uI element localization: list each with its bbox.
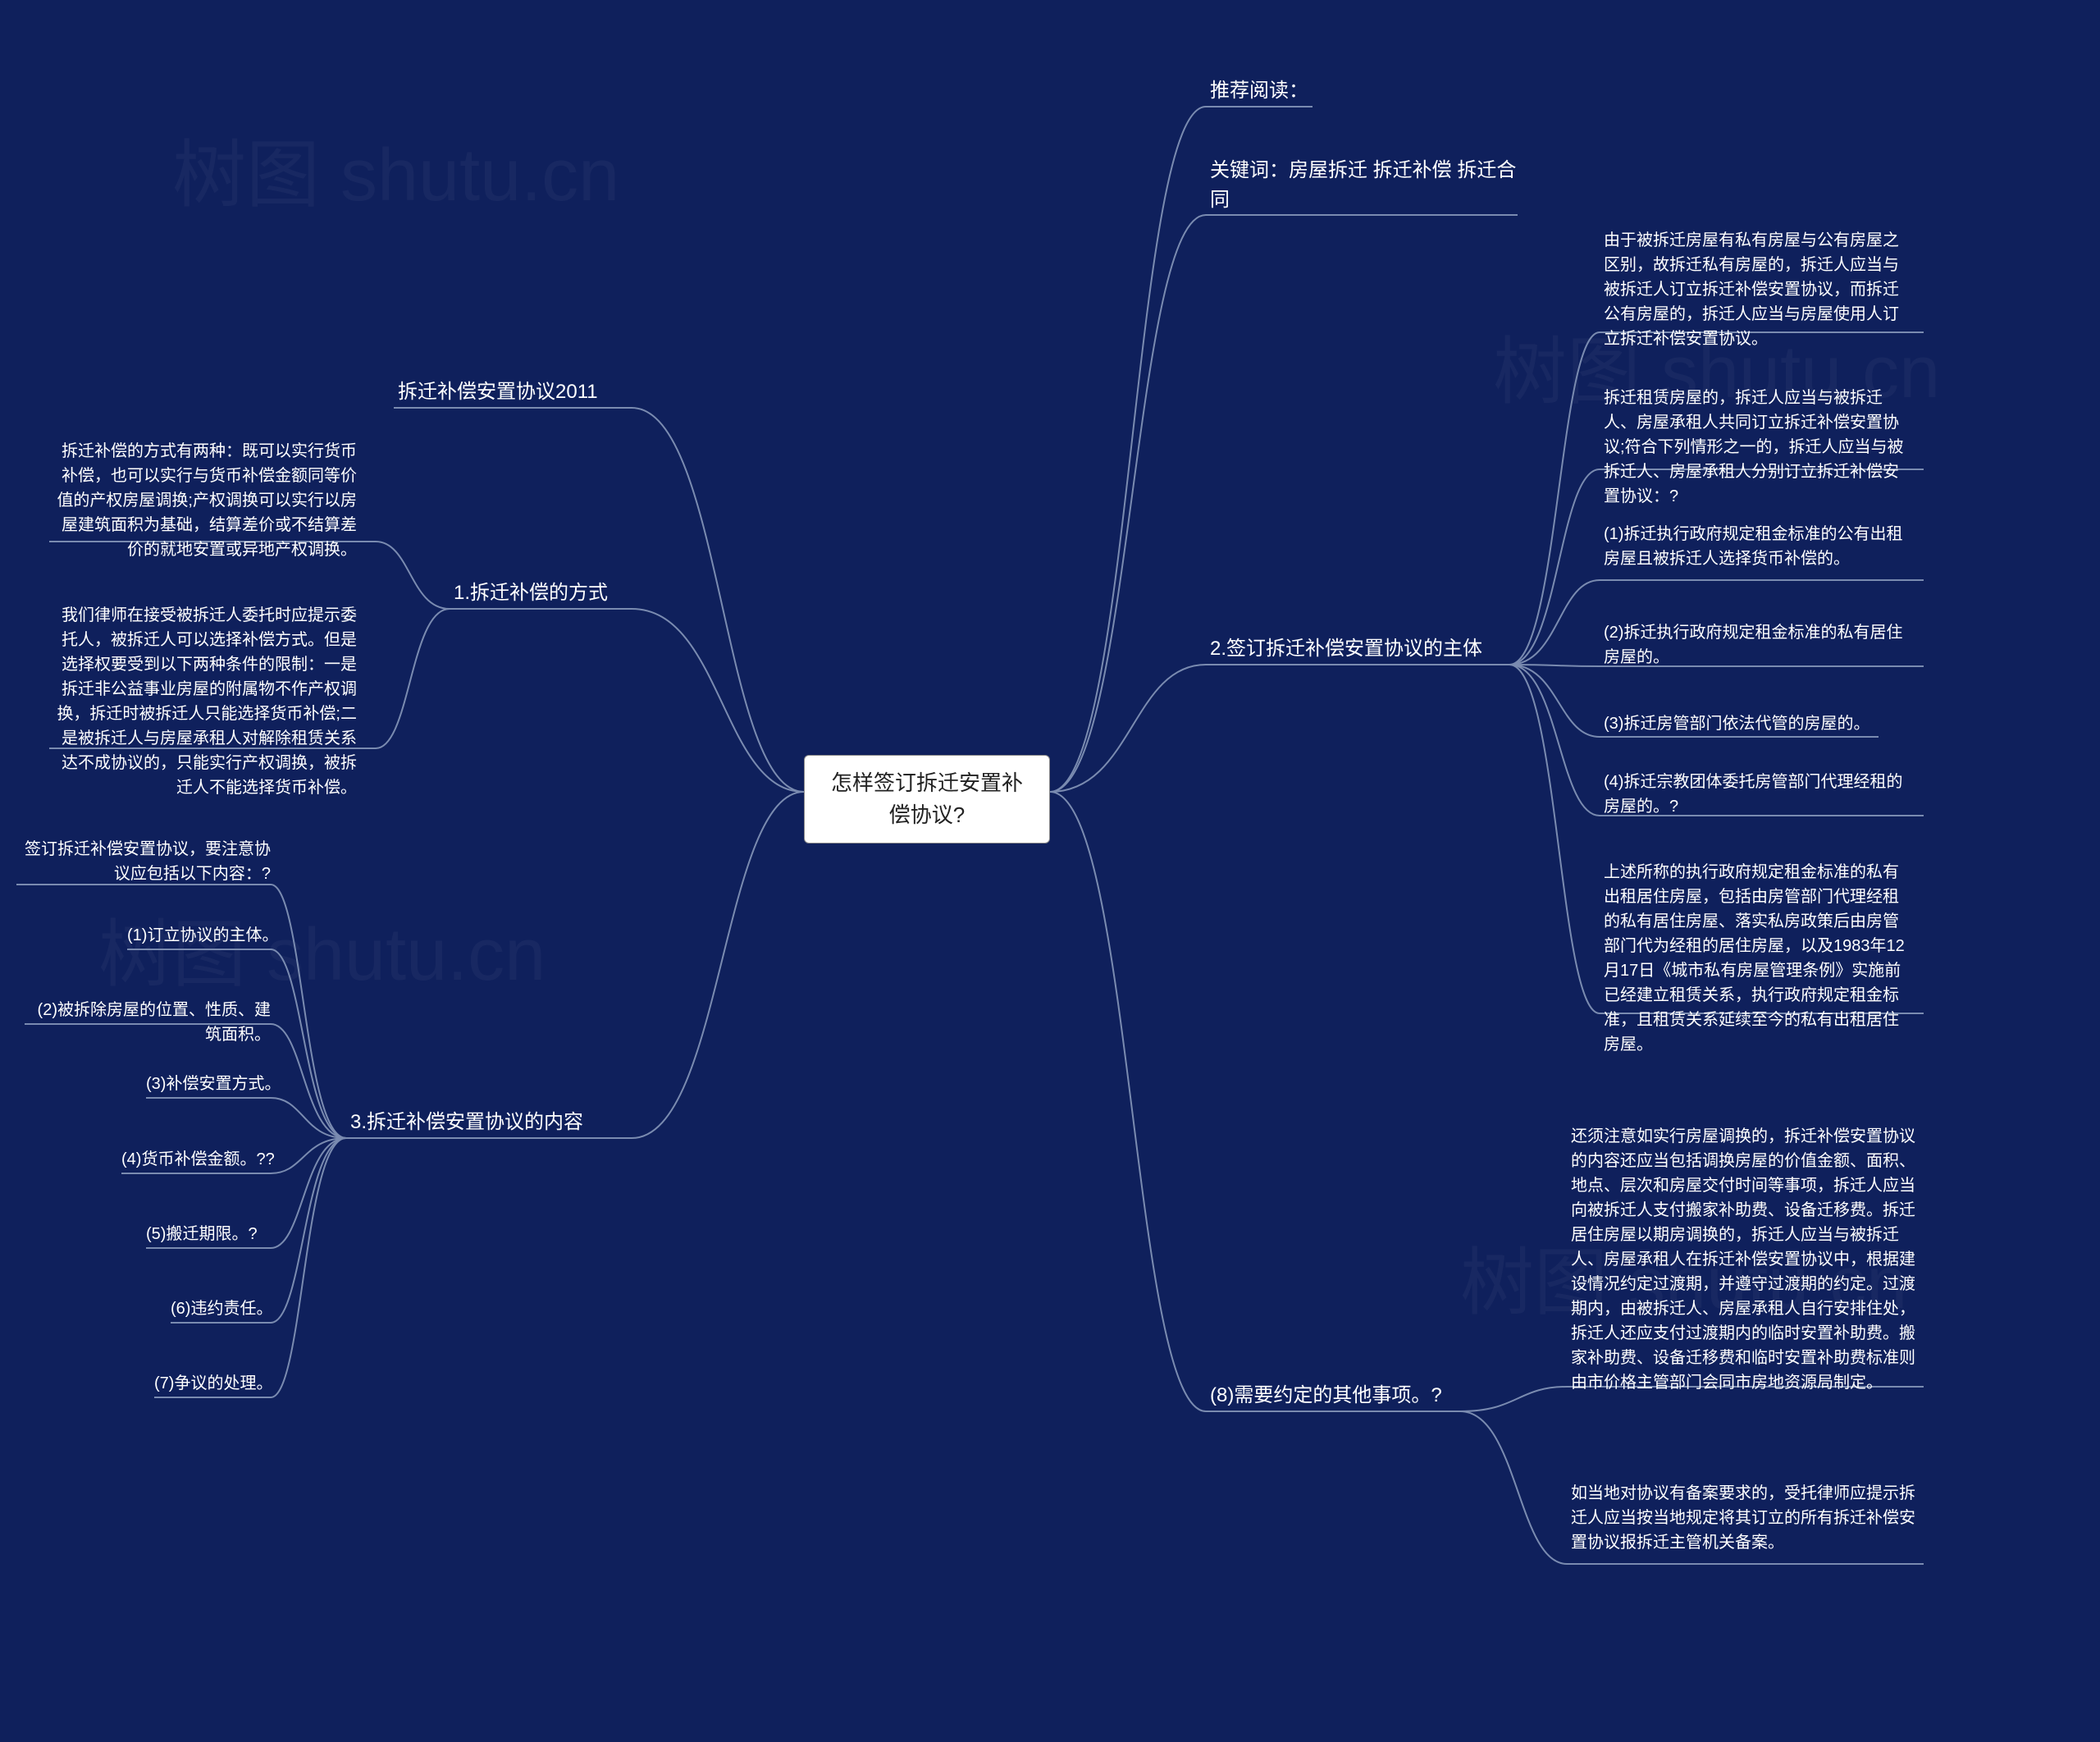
leaf-l3-5: (4)货币补偿金额。?? — [121, 1147, 275, 1172]
branch-l1[interactable]: 拆迁补偿安置协议2011 — [398, 377, 598, 407]
leaf-r3-7: 上述所称的执行政府规定租金标准的私有出租居住房屋，包括由房管部门代理经租的私有居… — [1604, 860, 1907, 1057]
leaf-l3-1: 签订拆迁补偿安置协议，要注意协议应包括以下内容：? — [16, 837, 271, 886]
leaf-r3-1: 由于被拆迁房屋有私有房屋与公有房屋之区别，故拆迁私有房屋的，拆迁人应当与被拆迁人… — [1604, 228, 1907, 351]
branch-l3[interactable]: 3.拆迁补偿安置协议的内容 — [350, 1108, 583, 1137]
watermark: 树图 shutu.cn — [98, 894, 546, 1001]
leaf-r4-1: 还须注意如实行房屋调换的，拆迁补偿安置协议的内容还应当包括调换房屋的价值金额、面… — [1571, 1124, 1915, 1395]
branch-r2[interactable]: 关键词：房屋拆迁 拆迁补偿 拆迁合同 — [1210, 156, 1522, 215]
root-node[interactable]: 怎样签订拆迁安置补偿协议? — [804, 755, 1050, 844]
leaf-l3-4: (3)补偿安置方式。 — [146, 1072, 281, 1096]
branch-l2[interactable]: 1.拆迁补偿的方式 — [454, 578, 608, 608]
leaf-l2-1: 拆迁补偿的方式有两种：既可以实行货币补偿，也可以实行与货币补偿金额同等价值的产权… — [53, 439, 357, 562]
leaf-r3-6: (4)拆迁宗教团体委托房管部门代理经租的房屋的。? — [1604, 770, 1907, 819]
leaf-r3-5: (3)拆迁房管部门依法代管的房屋的。 — [1604, 711, 1907, 736]
leaf-r4-2: 如当地对协议有备案要求的，受托律师应提示拆迁人应当按当地规定将其订立的所有拆迁补… — [1571, 1481, 1915, 1555]
leaf-l3-8: (7)争议的处理。 — [154, 1371, 272, 1396]
leaf-r3-2: 拆迁租赁房屋的，拆迁人应当与被拆迁人、房屋承租人共同订立拆迁补偿安置协议;符合下… — [1604, 386, 1907, 509]
leaf-l3-2: (1)订立协议的主体。 — [127, 923, 278, 948]
branch-r3[interactable]: 2.签订拆迁补偿安置协议的主体 — [1210, 634, 1482, 664]
leaf-r3-3: (1)拆迁执行政府规定租金标准的公有出租房屋且被拆迁人选择货币补偿的。 — [1604, 522, 1907, 571]
leaf-r3-4: (2)拆迁执行政府规定租金标准的私有居住房屋的。 — [1604, 620, 1907, 670]
leaf-l3-3: (2)被拆除房屋的位置、性质、建筑面积。 — [25, 998, 271, 1047]
watermark: 树图 shutu.cn — [172, 115, 619, 222]
leaf-l3-7: (6)违约责任。 — [171, 1296, 272, 1321]
leaf-l3-6: (5)搬迁期限。? — [146, 1222, 258, 1246]
leaf-l2-2: 我们律师在接受被拆迁人委托时应提示委托人，被拆迁人可以选择补偿方式。但是选择权要… — [53, 603, 357, 800]
branch-r1[interactable]: 推荐阅读： — [1210, 76, 1308, 106]
branch-r4[interactable]: (8)需要约定的其他事项。? — [1210, 1381, 1464, 1411]
